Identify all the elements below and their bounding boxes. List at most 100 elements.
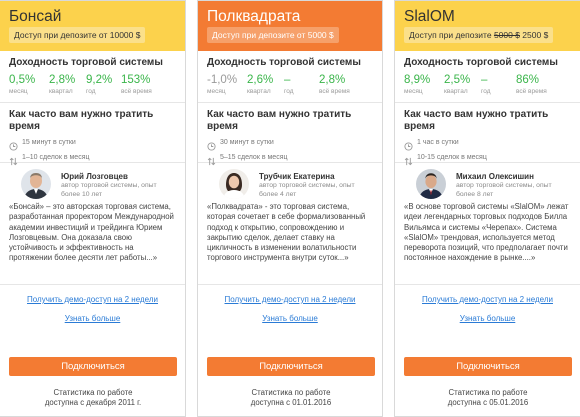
time-per-day: 30 минут в сутки xyxy=(220,139,274,146)
profitability-title: Доходность торговой системы xyxy=(207,57,361,68)
stats-line-2: доступна с 01.01.2016 xyxy=(250,398,332,407)
stats-line-2: доступна с 05.01.2016 xyxy=(447,398,529,407)
stat-year: – год xyxy=(284,74,319,96)
deposit-prefix: Доступ при депозите от xyxy=(14,30,110,40)
stat-value: – xyxy=(284,74,291,86)
stat-label: всё время xyxy=(516,88,547,95)
stat-label: месяц xyxy=(404,88,423,95)
deals-per-month: 1–10 сделок в месяц xyxy=(22,154,90,161)
clock-icon xyxy=(9,138,18,151)
time-per-day-row: 1 час в сутки xyxy=(404,137,571,151)
author-role: автор торговой системы, опыт более 8 лет xyxy=(456,182,552,198)
stat-value: 86% xyxy=(516,74,540,86)
learn-more-link[interactable]: Узнать больше xyxy=(64,314,121,323)
deposit-old-price: 5000 $ xyxy=(493,30,520,40)
deposit-value: 10000 $ xyxy=(109,30,141,40)
card-polkvadrata: Полквадрата Доступ при депозите от 5000 … xyxy=(197,0,383,417)
time-section: Как часто вам нужно тратить время 30 мин… xyxy=(198,103,382,166)
stat-label: год xyxy=(284,88,294,95)
stat-month: -1,0% месяц xyxy=(207,74,247,96)
stat-label: месяц xyxy=(9,88,28,95)
author-role: автор торговой системы, опыт более 4 лет xyxy=(259,182,355,198)
time-per-day: 15 минут в сутки xyxy=(22,139,76,146)
author-role: автор торговой системы, опыт более 10 ле… xyxy=(61,182,157,198)
demo-access-link[interactable]: Получить демо-доступ на 2 недели xyxy=(422,295,553,304)
connect-button[interactable]: Подключиться xyxy=(404,357,572,376)
connect-button[interactable]: Подключиться xyxy=(9,357,177,376)
deals-row: 5–15 сделок в месяц xyxy=(207,152,373,166)
connect-button[interactable]: Подключиться xyxy=(207,357,375,376)
author-name: Юрий Лозговцев xyxy=(61,172,128,181)
deals-row: 1–10 сделок в месяц xyxy=(9,152,176,166)
author-avatar xyxy=(21,169,51,199)
learn-more-link[interactable]: Узнать больше xyxy=(459,314,516,323)
author-name: Михаил Олексишин xyxy=(456,172,534,181)
stats-line-1: Статистика по работе xyxy=(53,388,133,397)
links-section: Получить демо-доступ на 2 недели Узнать … xyxy=(198,285,382,329)
stat-value: 2,6% xyxy=(247,74,274,86)
time-title: Как часто вам нужно тратить время xyxy=(207,109,352,132)
time-per-day: 1 час в сутки xyxy=(417,139,459,146)
stat-all-time: 86% всё время xyxy=(516,74,556,96)
demo-access-link[interactable]: Получить демо-доступ на 2 недели xyxy=(224,295,356,304)
stat-month: 8,9% месяц xyxy=(404,74,444,96)
profitability-section: Доходность торговой системы -1,0% месяц 2… xyxy=(198,51,382,103)
swap-arrows-icon xyxy=(404,153,413,166)
stat-label: всё время xyxy=(121,88,152,95)
learn-more-link[interactable]: Узнать больше xyxy=(262,314,318,323)
swap-arrows-icon xyxy=(207,153,216,166)
profitability-section: Доходность торговой системы 0,5% месяц 2,… xyxy=(0,51,185,103)
system-name: SlalOM xyxy=(404,8,455,25)
author-quote: «В основе торговой системы «SlalOM» лежа… xyxy=(404,202,569,263)
deposit-badge: Доступ при депозите от 5000 $ xyxy=(207,27,339,43)
author-section: Михаил Олексишин автор торговой системы,… xyxy=(395,163,580,285)
stat-label: квартал xyxy=(49,88,73,95)
demo-access-link[interactable]: Получить демо-доступ на 2 недели xyxy=(27,295,158,304)
time-section: Как часто вам нужно тратить время 15 мин… xyxy=(0,103,185,166)
stat-value: 2,5% xyxy=(444,74,471,86)
stat-year: – год xyxy=(481,74,516,96)
stat-all-time: 153% всё время xyxy=(121,74,161,96)
stat-value: 0,5% xyxy=(9,74,36,86)
card-header: SlalOM Доступ при депозите 5000 $ 2500 $ xyxy=(395,1,580,51)
profitability-title: Доходность торговой системы xyxy=(404,57,558,68)
time-title: Как часто вам нужно тратить время xyxy=(404,109,549,132)
card-slalom: SlalOM Доступ при депозите 5000 $ 2500 $… xyxy=(394,0,580,417)
deposit-prefix: Доступ при депозите xyxy=(409,30,494,40)
stat-quarter: 2,6% квартал xyxy=(247,74,284,96)
deposit-value: 5000 $ xyxy=(307,30,334,40)
stat-value: 9,2% xyxy=(86,74,113,86)
deposit-badge: Доступ при депозите 5000 $ 2500 $ xyxy=(404,27,554,43)
stats-availability: Статистика по работе доступна с 05.01.20… xyxy=(395,388,580,408)
clock-icon xyxy=(207,138,216,151)
deals-row: 10-15 сделок в месяц xyxy=(404,152,571,166)
stat-value: 153% xyxy=(121,74,151,86)
profitability-title: Доходность торговой системы xyxy=(9,57,163,68)
time-section: Как часто вам нужно тратить время 1 час … xyxy=(395,103,580,166)
stat-label: месяц xyxy=(207,88,226,95)
author-name: Трубчик Екатерина xyxy=(259,172,335,181)
stats-line-1: Статистика по работе xyxy=(448,388,528,397)
stats-availability: Статистика по работе доступна с 01.01.20… xyxy=(198,388,384,408)
system-name: Полквадрата xyxy=(207,8,301,25)
time-title: Как часто вам нужно тратить время xyxy=(9,109,154,132)
deposit-badge: Доступ при депозите от 10000 $ xyxy=(9,27,146,43)
profitability-section: Доходность торговой системы 8,9% месяц 2,… xyxy=(395,51,580,103)
stat-label: год xyxy=(86,88,96,95)
card-header: Полквадрата Доступ при депозите от 5000 … xyxy=(198,1,382,51)
stats-availability: Статистика по работе доступна с декабря … xyxy=(0,388,186,408)
author-avatar xyxy=(219,169,249,199)
deals-per-month: 5–15 сделок в месяц xyxy=(220,154,288,161)
author-section: Юрий Лозговцев автор торговой системы, о… xyxy=(0,163,185,285)
author-quote: «Полквадрата» - это торговая система, ко… xyxy=(207,202,366,263)
deposit-value: 2500 $ xyxy=(519,30,549,40)
time-per-day-row: 15 минут в сутки xyxy=(9,137,176,151)
stat-value: 2,8% xyxy=(319,74,346,86)
stat-value: 2,8% xyxy=(49,74,76,86)
time-per-day-row: 30 минут в сутки xyxy=(207,137,373,151)
stat-label: квартал xyxy=(247,88,271,95)
author-section: Трубчик Екатерина автор торговой системы… xyxy=(198,163,382,285)
swap-arrows-icon xyxy=(9,153,18,166)
stats-line-2: доступна с декабря 2011 г. xyxy=(44,398,142,407)
